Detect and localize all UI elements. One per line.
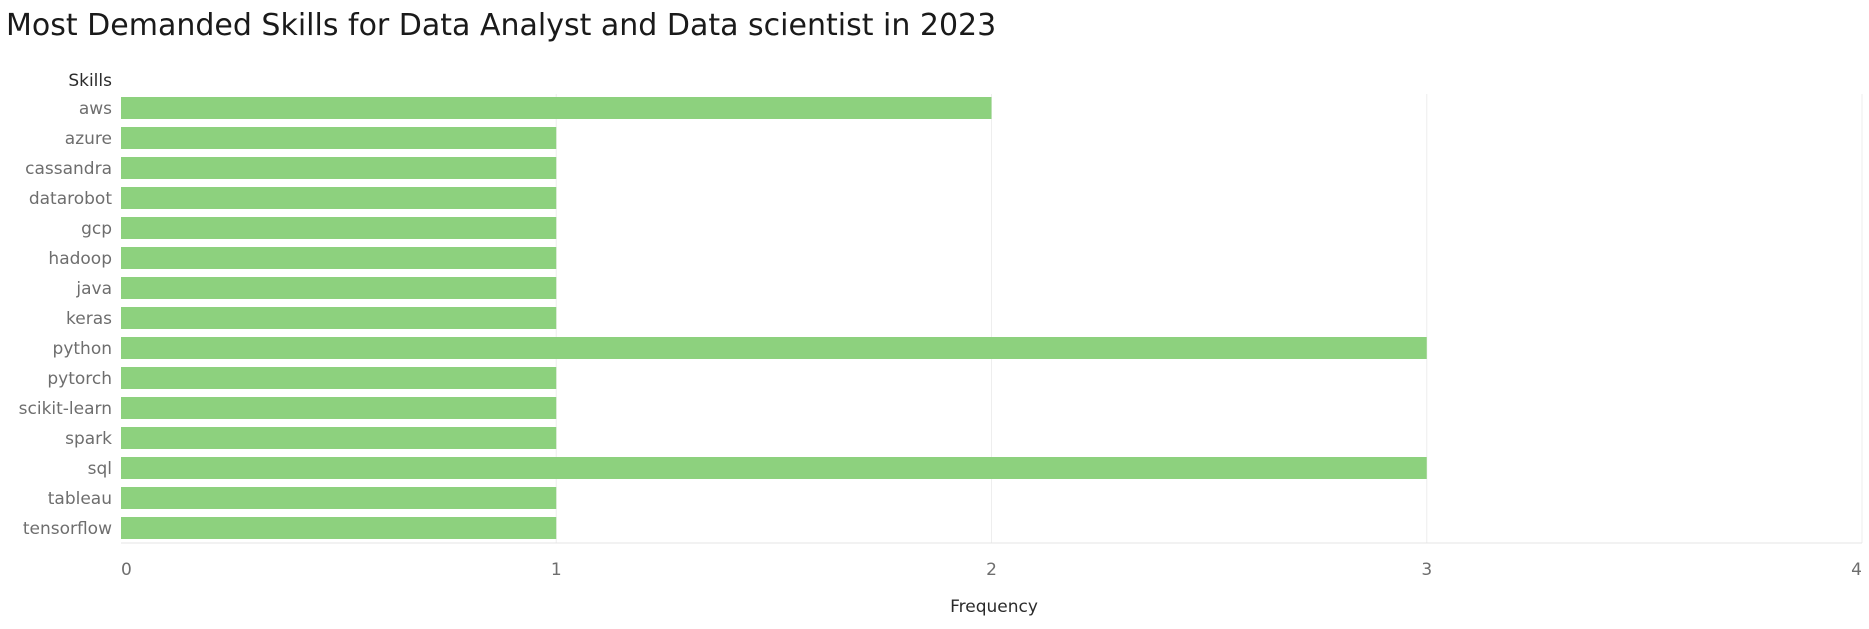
category-label: azure <box>65 129 112 149</box>
category-label: tableau <box>48 489 112 509</box>
bars <box>121 97 1427 539</box>
bar-sql[interactable] <box>121 457 1427 479</box>
bar-hadoop[interactable] <box>121 247 557 269</box>
x-tick-label: 2 <box>986 560 997 580</box>
bar-keras[interactable] <box>121 307 557 329</box>
bar-spark[interactable] <box>121 427 557 449</box>
x-tick-label: 4 <box>1851 560 1862 580</box>
bar-cassandra[interactable] <box>121 157 557 179</box>
chart-title: Most Demanded Skills for Data Analyst an… <box>6 8 997 43</box>
bar-tensorflow[interactable] <box>121 517 557 539</box>
category-label: java <box>75 279 112 299</box>
category-label: keras <box>66 309 112 329</box>
bar-scikit-learn[interactable] <box>121 397 557 419</box>
category-label: spark <box>65 429 112 449</box>
category-label: aws <box>79 99 112 119</box>
category-label: tensorflow <box>23 519 112 539</box>
category-labels: aws azure cassandra datarobot gcp hadoop java k… <box>19 99 113 539</box>
x-axis-title: Frequency <box>950 597 1038 617</box>
category-label: gcp <box>81 219 112 239</box>
bar-tableau[interactable] <box>121 487 557 509</box>
category-label: pytorch <box>47 369 112 389</box>
bar-pytorch[interactable] <box>121 367 557 389</box>
category-label: datarobot <box>29 189 113 209</box>
y-axis-title: Skills <box>68 71 112 91</box>
category-label: sql <box>88 459 112 479</box>
bar-gcp[interactable] <box>121 217 557 239</box>
category-label: cassandra <box>25 159 112 179</box>
x-tick-label: 0 <box>121 560 132 580</box>
x-tick-label: 1 <box>551 560 562 580</box>
bar-aws[interactable] <box>121 97 992 119</box>
bar-java[interactable] <box>121 277 557 299</box>
bar-python[interactable] <box>121 337 1427 359</box>
bar-azure[interactable] <box>121 127 557 149</box>
category-label: hadoop <box>48 249 112 269</box>
category-label: scikit-learn <box>19 399 112 419</box>
x-tick-labels: 0 1 2 3 4 <box>121 560 1862 580</box>
x-tick-label: 3 <box>1421 560 1432 580</box>
category-label: python <box>53 339 112 359</box>
bar-datarobot[interactable] <box>121 187 557 209</box>
